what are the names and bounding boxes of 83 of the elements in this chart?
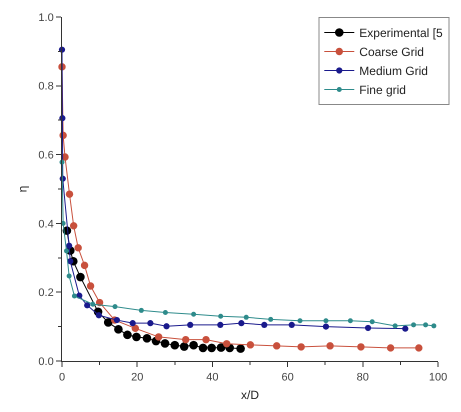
point (70, 222, 78, 230)
point (162, 310, 168, 315)
point (64, 248, 70, 254)
x-tick-label: 60 (281, 371, 294, 384)
legend-label: Experimental [5 (359, 26, 443, 40)
point (222, 340, 230, 348)
point (298, 318, 303, 324)
point (147, 320, 154, 326)
point (76, 272, 85, 282)
point (84, 302, 90, 308)
point (348, 318, 353, 324)
point (246, 341, 254, 349)
point (191, 312, 196, 317)
legend-label: Coarse Grid (359, 45, 424, 60)
point (238, 320, 244, 326)
point (114, 325, 123, 334)
point (72, 293, 77, 298)
y-tick-label: 0.0 (38, 356, 54, 368)
point (273, 342, 280, 350)
point (217, 322, 224, 328)
point (66, 242, 72, 249)
point (86, 282, 94, 290)
x-tick-label: 80 (356, 371, 369, 384)
point (207, 344, 216, 352)
point (123, 330, 132, 340)
point (202, 336, 210, 344)
point (112, 304, 118, 310)
point (423, 322, 428, 328)
point (66, 190, 74, 198)
point (66, 274, 72, 279)
y-tick-label: 0.2 (38, 287, 54, 300)
point (132, 332, 141, 342)
point (160, 339, 170, 348)
point (402, 326, 408, 332)
point (297, 343, 305, 351)
point (198, 344, 208, 352)
y-tick-label: 1.0 (38, 12, 54, 24)
point (218, 314, 224, 319)
point (74, 244, 82, 252)
point (268, 316, 274, 322)
point (323, 318, 328, 324)
y-tick-label: 0.6 (38, 149, 54, 162)
y-axis-title: η (16, 186, 30, 192)
point (80, 262, 88, 270)
x-tick-label: 20 (131, 371, 144, 384)
point (189, 340, 198, 350)
point (130, 320, 136, 326)
point (370, 319, 375, 324)
point (244, 314, 249, 320)
point (386, 344, 394, 352)
point (236, 344, 245, 353)
y-tick-label: 0.8 (38, 80, 54, 93)
point (90, 302, 96, 307)
point (170, 340, 180, 350)
point (364, 324, 372, 332)
point (431, 323, 436, 328)
point (180, 342, 188, 351)
point (104, 318, 113, 327)
point (261, 322, 268, 328)
point (187, 322, 194, 328)
point (288, 322, 295, 328)
point (322, 324, 330, 330)
point (142, 334, 152, 343)
point (392, 323, 398, 328)
point (357, 343, 365, 351)
x-tick-label: 100 (428, 371, 448, 384)
x-tick-label: 40 (206, 371, 219, 384)
point (182, 336, 190, 344)
y-tick-label: 0.4 (38, 218, 54, 230)
point (326, 342, 334, 350)
point (132, 324, 140, 332)
point (138, 308, 144, 313)
point (154, 333, 162, 341)
legend-label: Fine grid (359, 83, 406, 98)
legend-label: Medium Grid (359, 64, 428, 78)
point (411, 322, 416, 328)
x-tick-label: 0 (58, 371, 66, 384)
point (415, 344, 423, 352)
point (216, 343, 226, 352)
point (114, 316, 120, 324)
x-axis-title: x/D (241, 388, 260, 402)
point (163, 323, 170, 330)
point (96, 312, 102, 318)
